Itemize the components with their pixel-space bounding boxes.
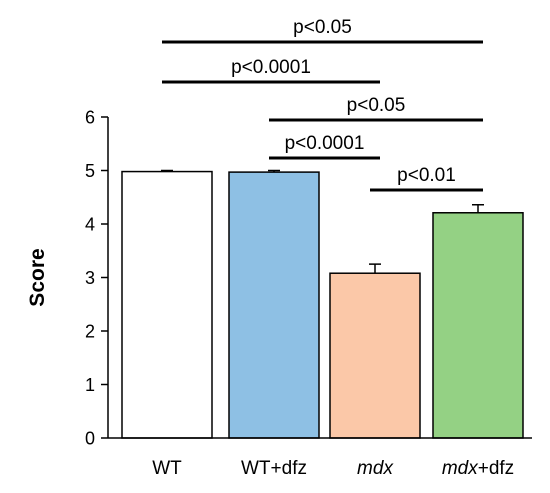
y-axis-label: Score xyxy=(26,248,49,306)
x-category-label-part: mdx xyxy=(442,458,479,479)
bar xyxy=(329,272,421,439)
x-category-label: mdx xyxy=(357,458,394,479)
significance-label: p<0.01 xyxy=(397,165,456,186)
x-category-labels: WT WT+dfz mdx mdx+dfz xyxy=(152,458,514,479)
significance-label: p<0.05 xyxy=(293,17,352,38)
bars xyxy=(121,169,524,439)
y-tick-label: 2 xyxy=(85,322,95,342)
bar xyxy=(228,171,320,439)
x-category-label: WT+dfz xyxy=(241,458,307,479)
x-category-label-part: WT xyxy=(152,458,182,479)
bar xyxy=(121,170,213,439)
x-category-label-part: WT+dfz xyxy=(241,458,307,479)
significance-annotations: p<0.05 p<0.0001 p<0.05 p<0.0001 p<0.01 xyxy=(162,17,483,192)
x-category-label: mdx+dfz xyxy=(442,458,514,479)
x-category-label-part: +dfz xyxy=(478,458,514,479)
y-tick-label: 5 xyxy=(85,161,95,181)
significance-label: p<0.0001 xyxy=(231,57,311,78)
y-tick-label: 1 xyxy=(85,375,95,395)
y-tick-label: 4 xyxy=(85,215,95,235)
x-category-label: WT xyxy=(152,458,182,479)
significance-label: p<0.05 xyxy=(347,95,406,116)
bar xyxy=(432,212,524,439)
y-tick-label: 0 xyxy=(85,429,95,449)
y-ticks: 0 1 2 3 4 5 6 xyxy=(85,108,108,449)
x-category-label-part: mdx xyxy=(357,458,394,479)
y-tick-label: 6 xyxy=(85,108,95,128)
y-tick-label: 3 xyxy=(85,268,95,288)
significance-label: p<0.0001 xyxy=(285,133,365,154)
